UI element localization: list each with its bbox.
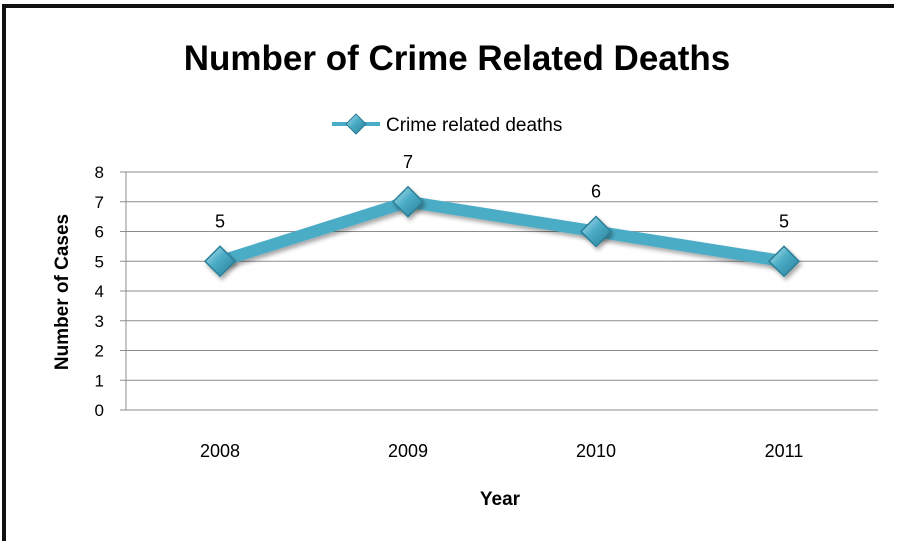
legend-marker	[345, 113, 367, 135]
data-point	[203, 245, 237, 278]
y-tick-label: 3	[95, 312, 104, 331]
data-label: 7	[403, 152, 413, 172]
x-tick-label: 2010	[576, 441, 616, 461]
frame-edge	[2, 4, 894, 541]
y-axis-title: Number of Cases	[52, 214, 73, 370]
x-axis-title: Year	[480, 489, 521, 510]
chart-title: Number of Crime Related Deaths	[184, 39, 731, 78]
data-labels: 5 7 6 5	[215, 152, 789, 232]
legend-label: Crime related deaths	[386, 115, 562, 136]
series-line	[214, 195, 790, 268]
legend: Crime related deaths	[332, 113, 562, 136]
x-tick-label: 2008	[200, 441, 240, 461]
data-point	[579, 215, 613, 248]
y-tick-label: 0	[95, 401, 104, 420]
y-axis: 0 1 2 3 4 5 6 7 8	[95, 163, 127, 420]
y-tick-label: 4	[95, 282, 104, 301]
y-tick-label: 7	[95, 193, 104, 212]
y-tick-label: 6	[95, 223, 104, 242]
data-point	[767, 245, 801, 278]
series-crime-related-deaths	[203, 185, 801, 278]
x-tick-label: 2011	[765, 441, 804, 461]
y-tick-label: 2	[95, 342, 104, 361]
data-label: 6	[591, 182, 601, 202]
y-tick-label: 8	[95, 163, 104, 182]
y-tick-label: 5	[95, 252, 104, 271]
y-tick-label: 1	[95, 371, 104, 390]
data-label: 5	[215, 211, 225, 231]
data-label: 5	[779, 211, 789, 231]
data-point	[391, 185, 425, 218]
x-axis: 2008 2009 2010 2011	[126, 409, 878, 461]
x-tick-label: 2009	[388, 441, 428, 461]
